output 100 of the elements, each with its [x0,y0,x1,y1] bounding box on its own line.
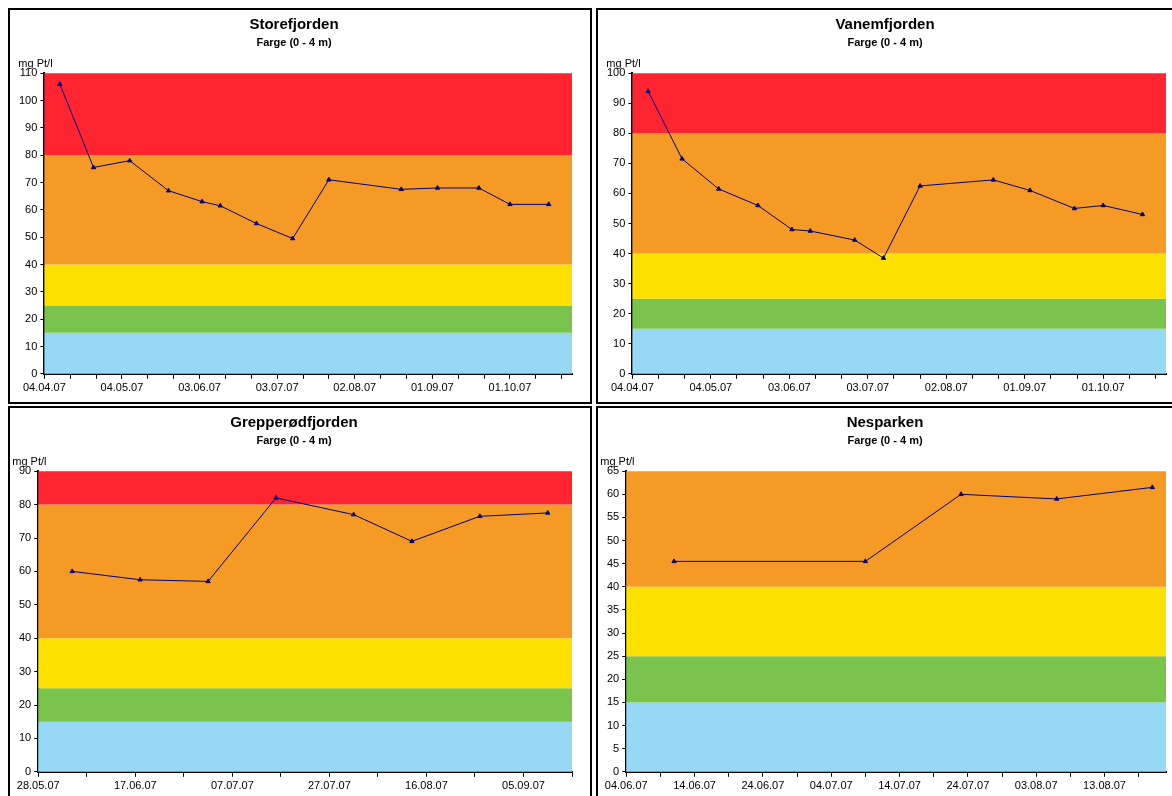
x-tick-label: 13.08.07 [1083,779,1126,792]
chart-subtitle: Farge (0 - 4 m) [847,433,923,446]
x-tick-label: 03.06.07 [767,381,811,394]
point [253,220,260,226]
y-tick-label: 10 [18,731,32,744]
y-tick-label: 40 [18,631,32,644]
y-tick-label: 100 [18,93,38,106]
x-tick-label: 01.09.07 [410,381,454,394]
y-tick-label: 45 [606,556,620,569]
y-tick-label: 80 [18,497,32,510]
x-tick-label: 01.10.07 [1081,381,1125,394]
chart-subtitle: Farge (0 - 4 m) [256,35,332,48]
point [716,185,722,191]
y-tick-label: 10 [613,336,626,349]
chart-title: Grepperødfjorden [230,413,358,431]
point [165,187,172,193]
y-tick-label: 80 [613,126,626,139]
y-tick-label: 40 [25,257,38,270]
x-tick-label: 28.05.07 [16,779,60,792]
y-tick-label: 10 [606,718,620,731]
point [69,568,75,574]
y-tick-label: 0 [619,366,626,379]
y-tick-label: 70 [18,531,32,544]
y-tick-label: 0 [25,764,32,777]
y-axis-title: mg Pt/l [12,454,47,467]
y-tick-label: 0 [31,366,38,379]
x-tick-label: 27.07.07 [307,779,351,792]
point [205,578,211,584]
point [807,228,813,233]
y-tick-label: 40 [606,579,620,592]
point [1149,484,1155,490]
point [755,202,761,208]
point [90,164,97,170]
chart-title: Vanemfjorden [835,15,935,33]
y-tick-label: 50 [18,597,32,610]
chart-subtitle: Farge (0 - 4 m) [847,35,923,48]
y-tick-label: 0 [613,764,620,777]
point [1054,495,1060,501]
x-tick-label: 04.05.07 [100,381,144,394]
y-tick-label: 50 [613,216,626,229]
x-tick-label: 24.06.07 [741,779,785,792]
point [199,198,205,204]
point [477,513,483,519]
point [137,576,143,582]
y-tick-label: 20 [25,312,38,325]
y-tick-label: 60 [25,202,38,215]
point [917,182,923,188]
y-axis-title: mg Pt/l [18,56,53,69]
point [1100,202,1106,208]
y-tick-label: 50 [606,533,620,546]
point [57,81,63,86]
point [350,511,357,517]
y-tick-label: 40 [613,246,626,259]
x-tick-label: 14.06.07 [673,779,716,792]
point [1139,211,1146,217]
y-tick-label: 30 [18,664,32,677]
x-tick-label: 03.07.07 [255,381,299,394]
point [409,538,415,544]
point [507,201,513,207]
x-tick-label: 03.06.07 [178,381,221,394]
point [273,494,279,500]
point [398,186,404,192]
point [127,157,133,163]
y-tick-label: 80 [25,148,38,161]
x-tick-label: 04.04.07 [610,381,654,394]
chart-subtitle: Farge (0 - 4 m) [256,433,332,446]
point [434,184,441,190]
y-tick-label: 20 [18,698,32,711]
y-tick-label: 90 [613,96,626,109]
point [880,255,887,260]
y-tick-label: 60 [18,564,32,577]
x-tick-label: 04.07.07 [809,779,853,792]
x-tick-label: 17.06.07 [113,779,157,792]
point [545,509,551,515]
chart-title: Storefjorden [249,15,339,33]
y-tick-label: 50 [25,230,38,243]
y-tick-label: 60 [613,186,626,199]
y-axis-title: mg Pt/l [600,454,635,467]
point [289,235,296,241]
x-tick-label: 16.08.07 [405,779,448,792]
point [789,226,795,232]
point [476,184,482,190]
point [217,202,223,208]
point [990,176,997,182]
x-tick-label: 03.07.07 [846,381,890,394]
x-tick-label: 24.07.07 [946,779,990,792]
point [1071,205,1078,211]
point [679,155,685,161]
x-tick-label: 01.09.07 [1003,381,1047,394]
y-tick-label: 90 [25,120,38,133]
y-tick-label: 5 [613,741,620,754]
y-tick-label: 20 [606,672,620,685]
y-tick-label: 10 [25,339,38,352]
y-axis-title: mg Pt/l [606,56,641,69]
point [958,491,964,497]
y-tick-label: 70 [25,175,38,188]
point [645,88,651,93]
point [1027,187,1033,193]
x-tick-label: 07.07.07 [210,779,254,792]
y-tick-label: 15 [606,695,620,708]
